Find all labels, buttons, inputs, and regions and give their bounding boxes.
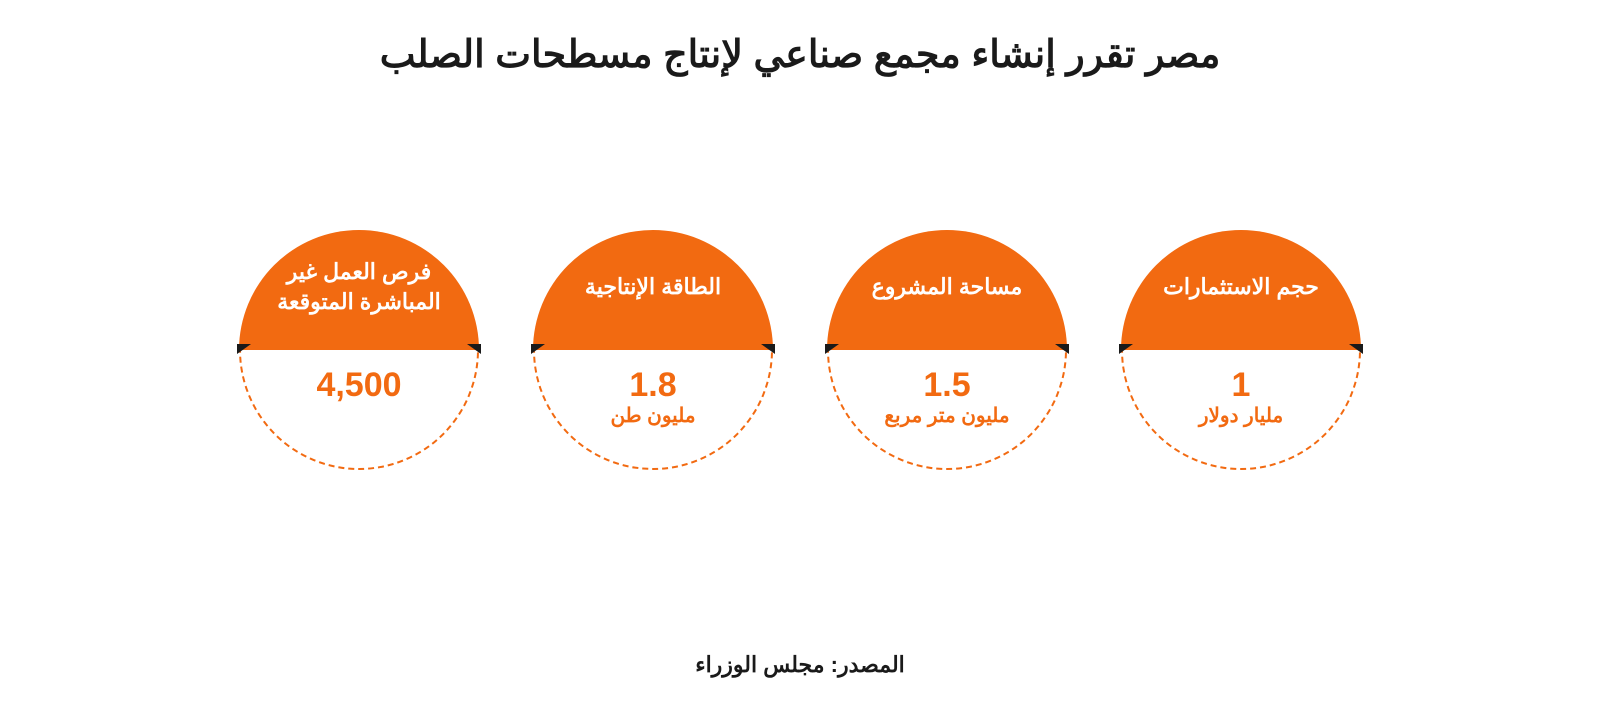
- stat-bottom: 1.8 مليون طن: [533, 350, 773, 470]
- stat-area: مساحة المشروع 1.5 مليون متر مربع: [827, 230, 1067, 470]
- stat-top: فرص العمل غير المباشرة المتوقعة: [239, 230, 479, 350]
- stat-top: حجم الاستثمارات: [1121, 230, 1361, 350]
- stat-value: 1.8: [629, 368, 676, 402]
- stat-unit: مليون طن: [590, 404, 715, 429]
- stat-value: 4,500: [316, 368, 401, 402]
- stat-bottom: 1.5 مليون متر مربع: [827, 350, 1067, 470]
- stat-value: 1: [1232, 368, 1251, 402]
- stat-bottom: 4,500: [239, 350, 479, 470]
- stat-label: فرص العمل غير المباشرة المتوقعة: [257, 257, 461, 316]
- stat-bottom: 1 مليار دولار: [1121, 350, 1361, 470]
- stat-unit: مليون متر مربع: [864, 404, 1029, 429]
- stat-jobs: فرص العمل غير المباشرة المتوقعة 4,500: [239, 230, 479, 470]
- stat-value: 1.5: [923, 368, 970, 402]
- stat-label: حجم الاستثمارات: [1163, 272, 1319, 302]
- stat-investments: حجم الاستثمارات 1 مليار دولار: [1121, 230, 1361, 470]
- stat-capacity: الطاقة الإنتاجية 1.8 مليون طن: [533, 230, 773, 470]
- stat-top: الطاقة الإنتاجية: [533, 230, 773, 350]
- stat-top: مساحة المشروع: [827, 230, 1067, 350]
- infographic-title: مصر تقرر إنشاء مجمع صناعي لإنتاج مسطحات …: [0, 32, 1600, 77]
- stats-row: حجم الاستثمارات 1 مليار دولار مساحة المش…: [0, 230, 1600, 470]
- stat-label: الطاقة الإنتاجية: [585, 272, 721, 302]
- source-text: المصدر: مجلس الوزراء: [0, 652, 1600, 678]
- stat-label: مساحة المشروع: [872, 272, 1023, 302]
- stat-unit: مليار دولار: [1179, 404, 1303, 429]
